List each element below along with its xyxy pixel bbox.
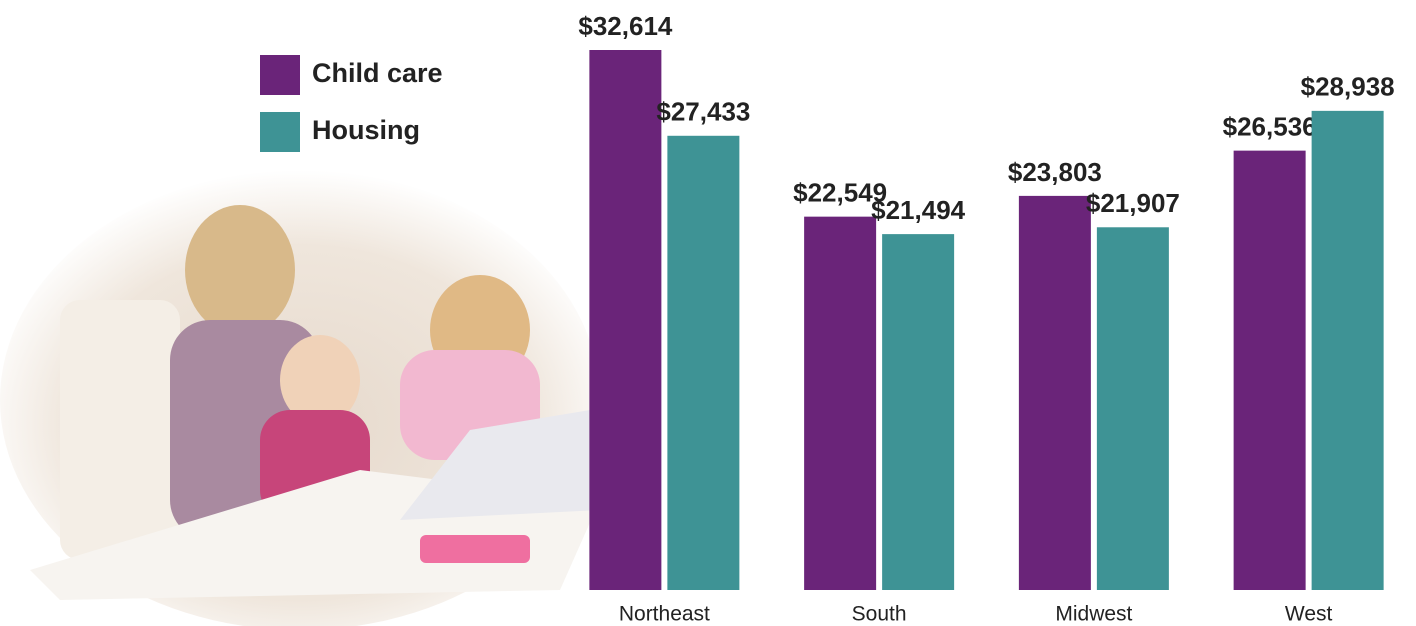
value-label: $23,803	[1008, 157, 1102, 187]
bar	[882, 234, 955, 590]
value-label: $32,614	[578, 11, 673, 41]
x-tick-label: Midwest	[1055, 603, 1132, 626]
value-label: $28,938	[1301, 72, 1395, 102]
bar	[804, 216, 877, 590]
bar	[667, 135, 740, 591]
legend-swatch	[260, 112, 300, 152]
value-label: $21,907	[1086, 188, 1180, 218]
legend-label: Housing	[312, 115, 420, 145]
x-tick-label: West	[1285, 603, 1333, 626]
x-tick-label: South	[852, 603, 907, 626]
bar	[1018, 195, 1091, 591]
x-tick-label: Northeast	[619, 603, 710, 626]
photo	[0, 170, 650, 626]
legend: Child care Housing	[260, 55, 443, 152]
legend-label: Child care	[312, 58, 443, 88]
bar	[1311, 110, 1384, 591]
bar	[589, 50, 662, 590]
value-label: $27,433	[656, 97, 750, 127]
bar	[1096, 227, 1169, 590]
legend-swatch	[260, 55, 300, 95]
value-label: $22,549	[793, 178, 887, 208]
value-label: $26,536	[1223, 112, 1317, 142]
value-label: $21,494	[871, 195, 966, 225]
bar	[1233, 150, 1306, 590]
